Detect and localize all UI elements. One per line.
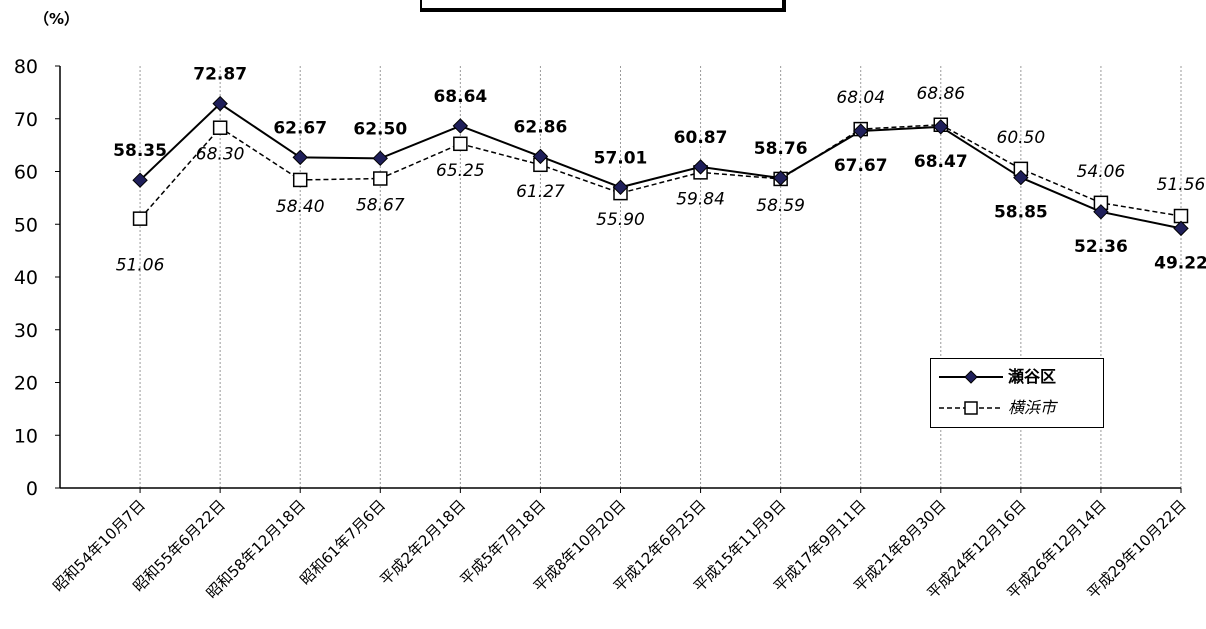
legend-swatch-solid-diamond xyxy=(939,370,1003,384)
data-label-setaku: 72.87 xyxy=(193,65,247,85)
series-line-yokohama xyxy=(139,124,1182,220)
data-point-setaku xyxy=(372,150,388,167)
data-point-setaku xyxy=(1173,220,1189,237)
y-tick-label: 60 xyxy=(14,162,38,184)
data-label-yokohama: 65.25 xyxy=(436,161,485,181)
data-label-setaku: 57.01 xyxy=(594,148,648,168)
data-label-setaku: 68.64 xyxy=(433,87,487,107)
x-tick-label: 昭和61年7月6日 xyxy=(296,496,389,589)
y-tick-label: 50 xyxy=(14,214,38,236)
title-box xyxy=(420,0,786,12)
data-label-setaku: 58.76 xyxy=(754,139,808,159)
x-tick-label: 平成2年2月18日 xyxy=(376,496,469,589)
data-label-setaku: 60.87 xyxy=(674,128,728,148)
data-label-yokohama: 58.67 xyxy=(356,196,405,216)
data-label-yokohama: 55.90 xyxy=(596,210,645,230)
legend-label-setaku: 瀬谷区 xyxy=(1008,367,1057,386)
legend-label-yokohama: 横浜市 xyxy=(1008,398,1057,417)
series-line-setaku xyxy=(139,102,1182,230)
data-point-setaku xyxy=(612,179,629,195)
data-point-setaku xyxy=(212,95,228,112)
x-tick-label: 平成5年7月18日 xyxy=(456,496,549,589)
data-point-setaku xyxy=(1093,204,1109,220)
data-point-setaku xyxy=(452,118,469,134)
data-label-yokohama: 51.56 xyxy=(1157,175,1206,195)
y-tick-label: 40 xyxy=(14,267,38,289)
data-point-setaku xyxy=(1013,169,1029,186)
data-label-setaku: 67.67 xyxy=(834,156,888,176)
legend-swatch-dashed-square xyxy=(939,401,1003,415)
data-label-setaku: 62.67 xyxy=(273,118,327,138)
data-label-yokohama: 60.50 xyxy=(997,128,1046,148)
data-point-yokohama xyxy=(453,136,468,152)
data-point-yokohama xyxy=(292,172,308,188)
data-point-setaku xyxy=(772,170,789,186)
data-label-setaku: 52.36 xyxy=(1074,237,1128,257)
data-label-yokohama: 51.06 xyxy=(116,256,165,276)
data-point-yokohama xyxy=(1173,208,1189,224)
data-label-setaku: 58.85 xyxy=(994,203,1048,223)
y-tick-label: 10 xyxy=(14,425,38,447)
data-point-setaku xyxy=(532,148,549,165)
data-label-setaku: 68.47 xyxy=(914,152,968,172)
data-label-yokohama: 68.30 xyxy=(196,145,245,165)
data-point-setaku xyxy=(933,119,949,135)
y-tick-label: 20 xyxy=(14,373,38,395)
legend-item-yokohama: 横浜市 xyxy=(931,397,1101,419)
data-label-setaku: 62.50 xyxy=(353,119,407,139)
data-label-yokohama: 54.06 xyxy=(1077,162,1126,182)
y-tick-label: 30 xyxy=(14,320,38,342)
legend-item-setaku: 瀬谷区 xyxy=(931,366,1101,388)
data-point-setaku xyxy=(692,159,709,175)
y-tick-label: 0 xyxy=(26,478,38,500)
data-label-setaku: 62.86 xyxy=(514,117,568,137)
y-tick-label: 70 xyxy=(14,109,38,131)
data-label-yokohama: 58.40 xyxy=(276,197,325,217)
data-label-setaku: 58.35 xyxy=(113,141,167,161)
data-label-yokohama: 58.59 xyxy=(756,196,805,216)
data-label-yokohama: 68.86 xyxy=(916,84,965,104)
data-point-yokohama xyxy=(212,120,228,135)
legend: 瀬谷区 横浜市 xyxy=(930,358,1104,428)
data-point-setaku xyxy=(132,172,148,188)
data-point-setaku xyxy=(853,123,869,139)
y-tick-label: 80 xyxy=(14,56,38,78)
data-point-yokohama xyxy=(132,211,148,226)
data-label-yokohama: 68.04 xyxy=(836,88,885,108)
data-label-yokohama: 61.27 xyxy=(516,182,565,202)
data-point-setaku xyxy=(292,149,308,166)
y-unit-label: （%） xyxy=(34,10,80,28)
data-label-yokohama: 59.84 xyxy=(676,189,725,209)
data-point-yokohama xyxy=(373,171,388,186)
data-label-setaku: 49.22 xyxy=(1154,253,1206,273)
